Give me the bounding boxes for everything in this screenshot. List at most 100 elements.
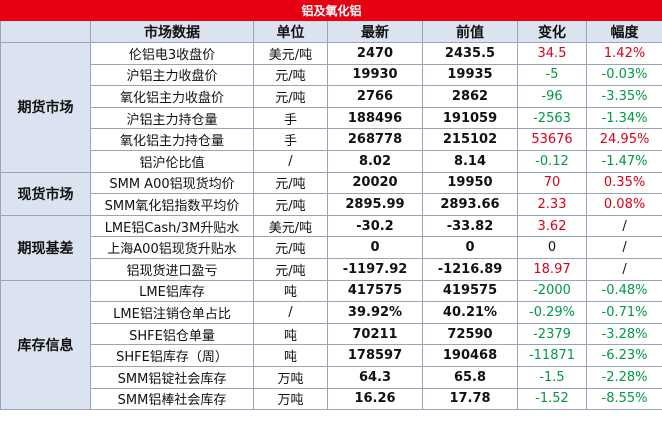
metric-name-cell: SHFE铝库存（周） bbox=[90, 344, 254, 367]
percent-cell: 0.35% bbox=[585, 171, 662, 195]
latest-value-cell: 19930 bbox=[327, 63, 423, 87]
table-row: 氧化铝主力持仓量手 268778 215102 53676 24.95% bbox=[1, 128, 662, 151]
previous-value-cell: -1216.89 bbox=[422, 257, 518, 281]
percent-cell: -1.34% bbox=[585, 106, 662, 130]
percent-cell: -3.28% bbox=[585, 322, 662, 346]
change-cell: 3.62 bbox=[517, 214, 587, 238]
latest-value-cell: 64.3 bbox=[327, 365, 423, 389]
previous-value-cell: 215102 bbox=[422, 128, 518, 151]
header-row: 市场数据 单位 最新 前值 变化 幅度 bbox=[0, 20, 662, 43]
category-cell: 期货市场 bbox=[0, 42, 91, 173]
latest-value-cell: 70211 bbox=[327, 322, 423, 346]
change-cell: -1.5 bbox=[517, 365, 587, 389]
metric-name-cell: 沪铝主力收盘价 bbox=[90, 63, 254, 87]
previous-value-cell: -33.82 bbox=[422, 214, 518, 238]
previous-value-cell: 2862 bbox=[422, 85, 518, 108]
metric-name-cell: 氧化铝主力收盘价 bbox=[90, 85, 254, 108]
table-row: SHFE铝库存（周）吨 178597 190468 -11871 -6.23% bbox=[1, 344, 662, 367]
table-row: 铝现货进口盈亏 元/吨 -1197.92 -1216.89 18.97/ bbox=[1, 257, 662, 281]
latest-value-cell: -30.2 bbox=[327, 214, 423, 238]
header-latest: 最新 bbox=[327, 20, 423, 43]
header-change: 变化 bbox=[517, 20, 587, 43]
metric-name-cell: 氧化铝主力持仓量 bbox=[90, 128, 254, 151]
table-row: LME铝注销仓单占比/39.92% 40.21% -0.29% -0.71% bbox=[1, 301, 662, 324]
metric-name-cell: SMM铝棒社会库存 bbox=[90, 387, 254, 411]
unit-cell: 元/吨 bbox=[253, 257, 328, 281]
previous-value-cell: 2893.66 bbox=[422, 193, 518, 216]
table-title: 铝及氧化铝 bbox=[0, 0, 662, 21]
market-data-table: 铝及氧化铝 市场数据 单位 最新 前值 变化 幅度 期货市场 伦铝电3收盘价 美元/… bbox=[0, 0, 662, 411]
latest-value-cell: 39.92% bbox=[327, 301, 423, 324]
header-percent: 幅度 bbox=[585, 20, 662, 43]
header-previous: 前值 bbox=[422, 20, 518, 43]
latest-value-cell: 16.26 bbox=[327, 387, 423, 411]
header-unit: 单位 bbox=[253, 20, 328, 43]
change-cell: 2.33 bbox=[517, 193, 587, 216]
table-row: SMM氧化铝指数平均价 元/吨 2895.99 2893.66 2.33 0.08% bbox=[1, 193, 662, 216]
table-row: 沪铝主力持仓量手 188496 191059 -2563 -1.34% bbox=[1, 106, 662, 130]
category-cell: 期现基差 bbox=[0, 214, 91, 281]
unit-cell: 元/吨 bbox=[253, 63, 328, 87]
percent-cell: / bbox=[585, 257, 662, 281]
change-cell: -11871 bbox=[517, 344, 587, 367]
metric-name-cell: SHFE铝仓单量 bbox=[90, 322, 254, 346]
table-row: 沪铝主力收盘价 元/吨 19930 19935 -5 -0.03% bbox=[1, 63, 662, 87]
unit-cell: 美元/吨 bbox=[253, 42, 328, 65]
category-cell: 库存信息 bbox=[0, 279, 91, 411]
latest-value-cell: 188496 bbox=[327, 106, 423, 130]
metric-name-cell: LME铝注销仓单占比 bbox=[90, 301, 254, 324]
previous-value-cell: 19950 bbox=[422, 171, 518, 195]
unit-cell: 元/吨 bbox=[253, 85, 328, 108]
latest-value-cell: 2766 bbox=[327, 85, 423, 108]
percent-cell: -8.55% bbox=[585, 387, 662, 411]
header-blank bbox=[0, 20, 91, 43]
latest-value-cell: 417575 bbox=[327, 279, 423, 303]
unit-cell: 美元/吨 bbox=[253, 214, 328, 238]
unit-cell: 元/吨 bbox=[253, 171, 328, 195]
metric-name-cell: 铝现货进口盈亏 bbox=[90, 257, 254, 281]
latest-value-cell: -1197.92 bbox=[327, 257, 423, 281]
latest-value-cell: 8.02 bbox=[327, 149, 423, 173]
table-row: 铝沪伦比值/8.02 8.14 -0.12 -1.47% bbox=[1, 149, 662, 173]
change-cell: -0.29% bbox=[517, 301, 587, 324]
metric-name-cell: 铝沪伦比值 bbox=[90, 149, 254, 173]
unit-cell: 元/吨 bbox=[253, 193, 328, 216]
change-cell: -1.52 bbox=[517, 387, 587, 411]
metric-name-cell: SMM铝锭社会库存 bbox=[90, 365, 254, 389]
previous-value-cell: 0 bbox=[422, 236, 518, 259]
change-cell: 70 bbox=[517, 171, 587, 195]
unit-cell: 手 bbox=[253, 128, 328, 151]
latest-value-cell: 20020 bbox=[327, 171, 423, 195]
table-row: 期货市场 伦铝电3收盘价 美元/吨 2470 2435.5 34.5 1.42% bbox=[0, 42, 662, 173]
percent-cell: / bbox=[585, 236, 662, 259]
unit-cell: 万吨 bbox=[253, 387, 328, 411]
previous-value-cell: 72590 bbox=[422, 322, 518, 346]
percent-cell: 24.95% bbox=[585, 128, 662, 151]
unit-cell: 吨 bbox=[253, 344, 328, 367]
unit-cell: 吨 bbox=[253, 279, 328, 303]
change-cell: -96 bbox=[517, 85, 587, 108]
table-row: SHFE铝仓单量吨 70211 72590 -2379 -3.28% bbox=[1, 322, 662, 346]
previous-value-cell: 40.21% bbox=[422, 301, 518, 324]
percent-cell: -0.71% bbox=[585, 301, 662, 324]
table-title-row: 铝及氧化铝 bbox=[0, 0, 662, 21]
table-row: 氧化铝主力收盘价 元/吨 2766 2862 -96 -3.35% bbox=[1, 85, 662, 108]
percent-cell: -6.23% bbox=[585, 344, 662, 367]
metric-name-cell: LME铝库存 bbox=[90, 279, 254, 303]
previous-value-cell: 19935 bbox=[422, 63, 518, 87]
latest-value-cell: 2470 bbox=[327, 42, 423, 65]
change-cell: 53676 bbox=[517, 128, 587, 151]
metric-name-cell: 沪铝主力持仓量 bbox=[90, 106, 254, 130]
category-cell: 现货市场 bbox=[0, 171, 91, 216]
table-row: 期现基差 LME铝Cash/3M升贴水 美元/吨 -30.2 -33.82 3.62/ bbox=[0, 214, 662, 281]
header-market-data: 市场数据 bbox=[90, 20, 254, 43]
metric-name-cell: LME铝Cash/3M升贴水 bbox=[90, 214, 254, 238]
table-row: 现货市场 SMM A00铝现货均价 元/吨 20020 19950 70 0.35% bbox=[0, 171, 662, 216]
previous-value-cell: 191059 bbox=[422, 106, 518, 130]
percent-cell: -3.35% bbox=[585, 85, 662, 108]
change-cell: 34.5 bbox=[517, 42, 587, 65]
unit-cell: 元/吨 bbox=[253, 236, 328, 259]
percent-cell: 0.08% bbox=[585, 193, 662, 216]
unit-cell: 手 bbox=[253, 106, 328, 130]
